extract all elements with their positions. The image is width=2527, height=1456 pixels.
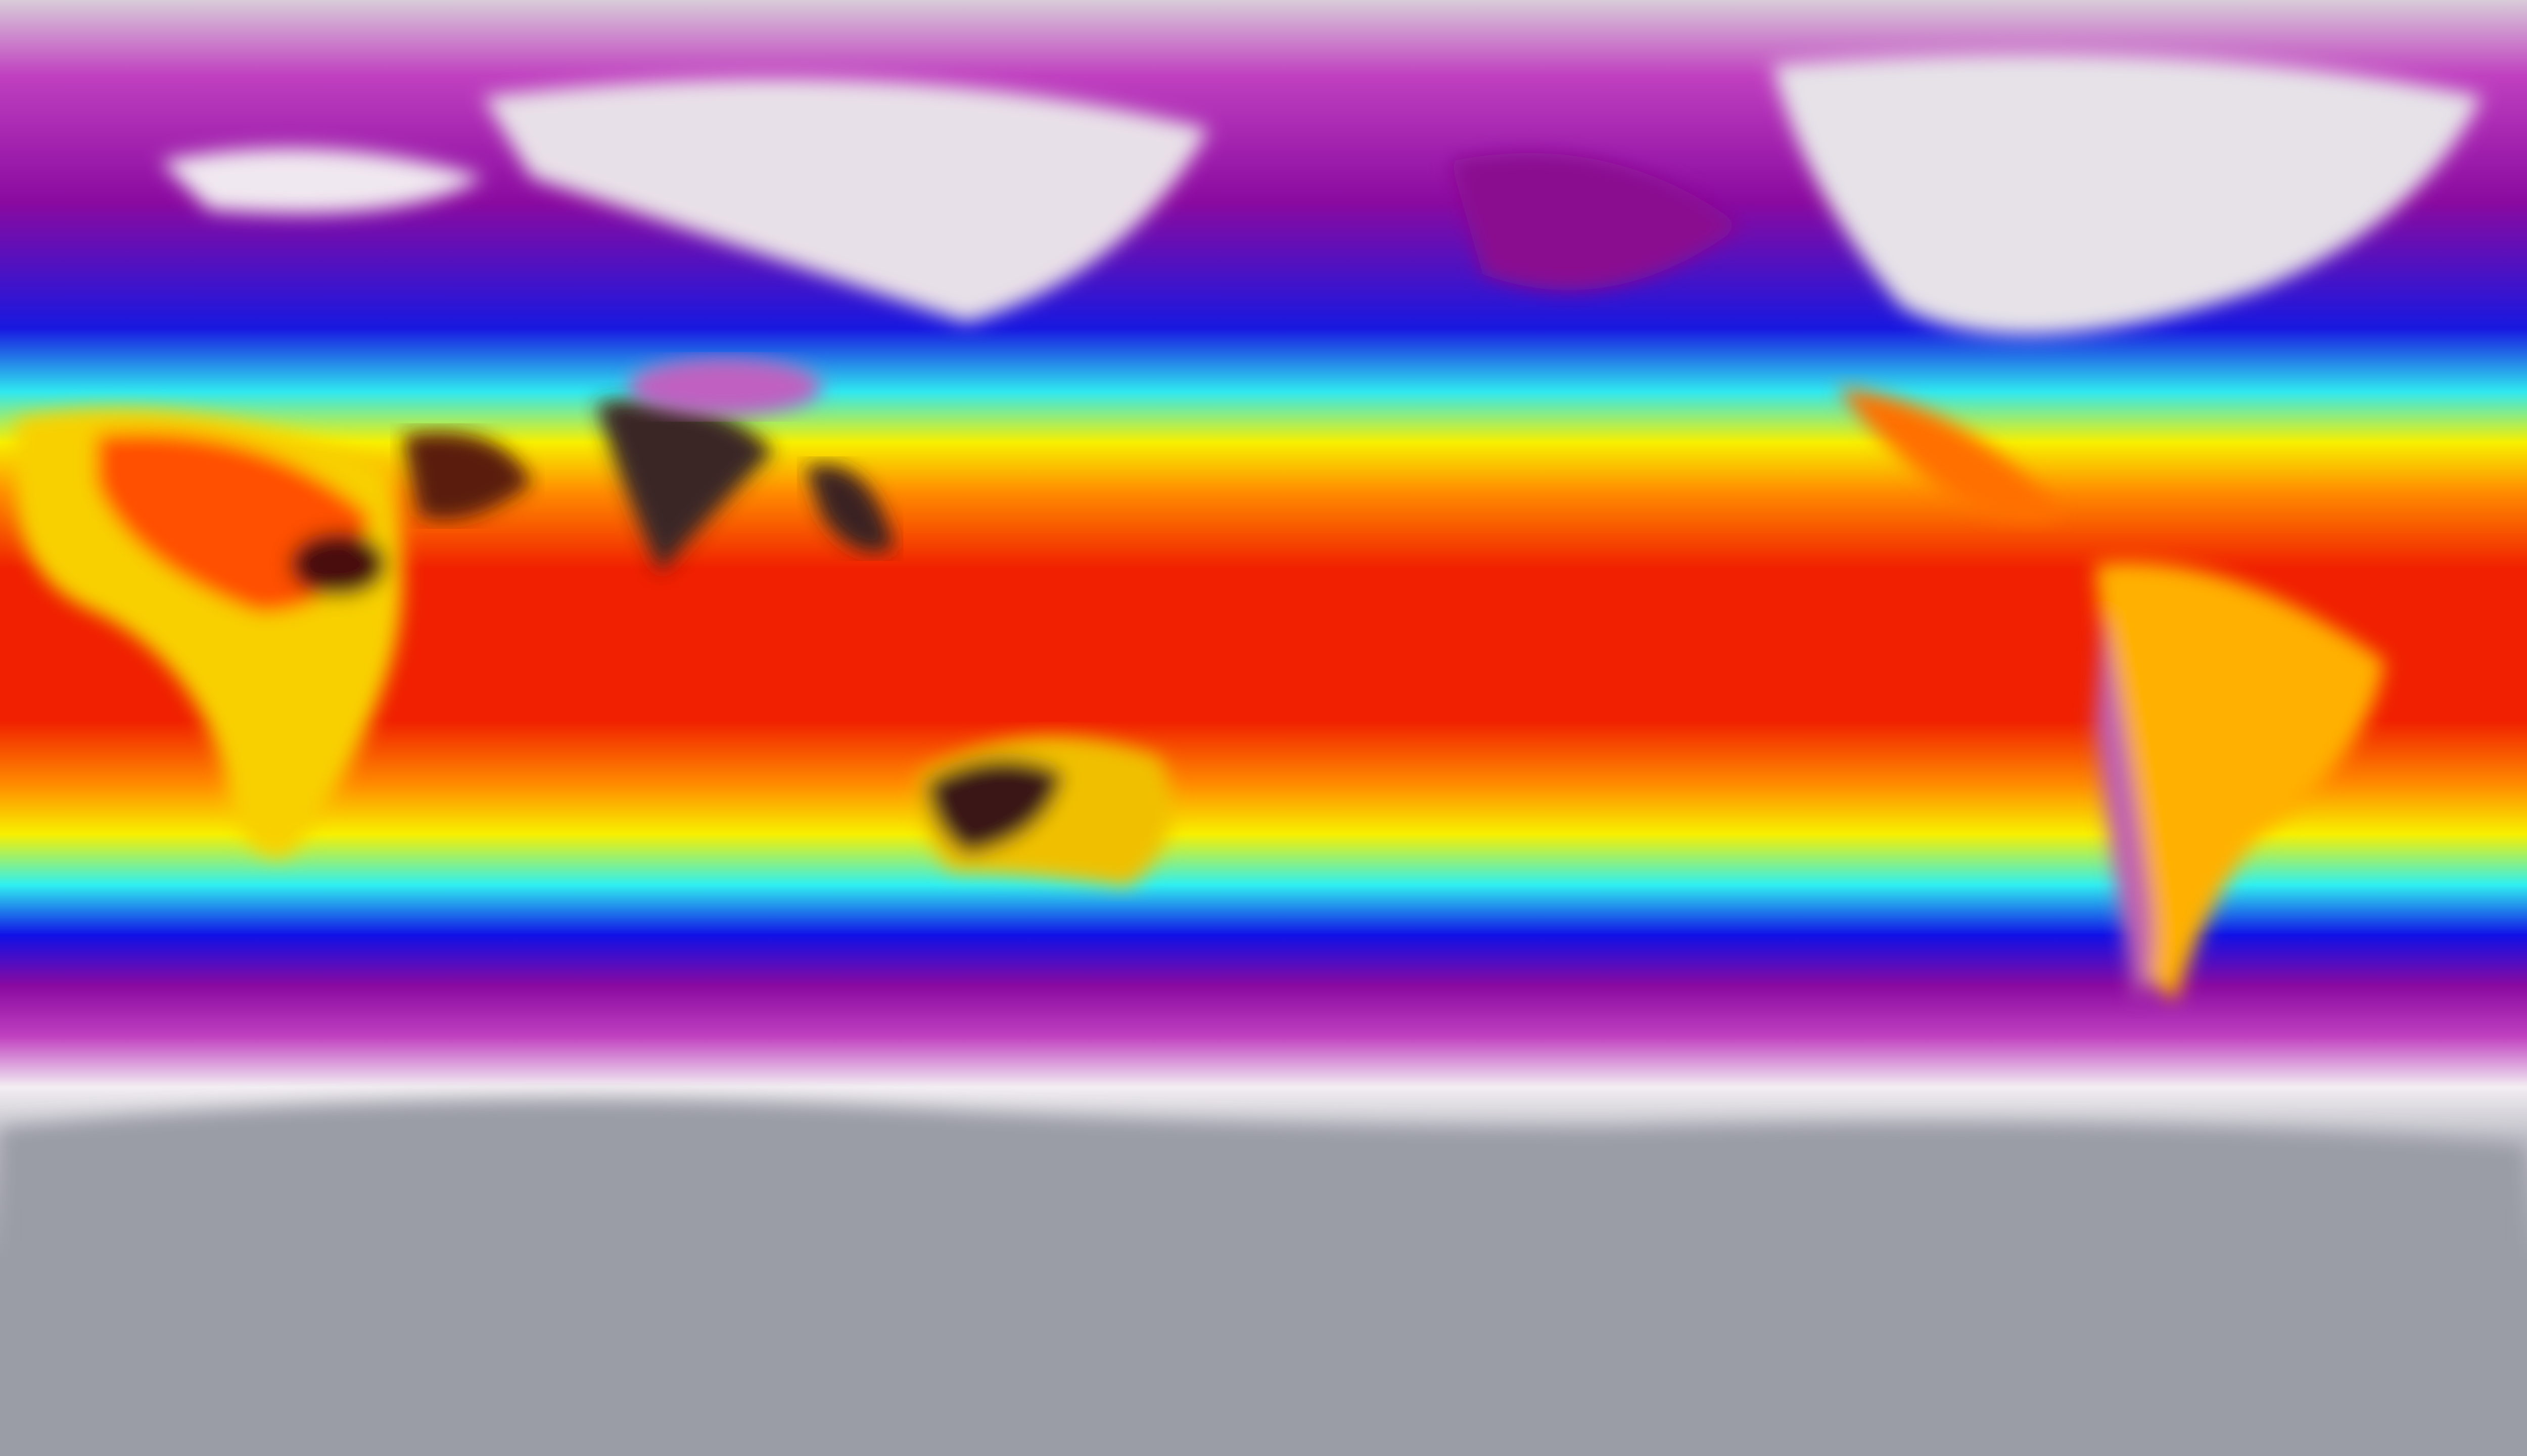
arabia	[403, 432, 532, 520]
australia	[918, 737, 1172, 887]
south-america	[2095, 562, 2385, 1000]
antarctica	[0, 1099, 2527, 1264]
southeast-asia	[806, 465, 895, 552]
india	[596, 400, 774, 573]
central-america-mexico	[1837, 387, 2063, 520]
arctic-region	[161, 54, 2482, 335]
africa	[16, 410, 403, 857]
global-temperature-map	[0, 0, 2527, 1264]
tibet	[628, 358, 822, 416]
